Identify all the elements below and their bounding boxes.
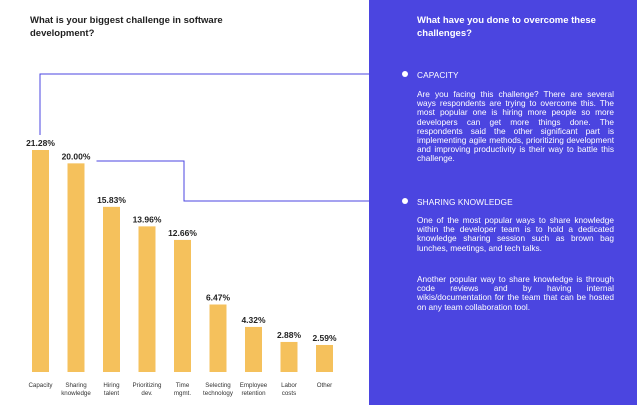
sharing-knowledge-title: SHARING KNOWLEDGE — [417, 197, 513, 207]
category-label-4-0: Time — [176, 382, 190, 389]
bar-value-label-2: 15.83% — [97, 195, 126, 205]
category-label-6-1: retention — [241, 390, 266, 397]
category-label-6-0: Employee — [240, 382, 268, 389]
bar-value-label-1: 20.00% — [62, 151, 91, 161]
category-label-1-0: Sharing — [65, 382, 87, 389]
capacity-title: CAPACITY — [417, 70, 459, 80]
bar-value-label-4: 12.66% — [168, 228, 197, 238]
category-label-2-1: talent — [104, 390, 119, 397]
capacity-connector-line — [39, 73, 404, 135]
capacity-body: Are you facing this challenge? There are… — [417, 89, 614, 164]
category-label-3-0: Prioritizing — [133, 382, 162, 389]
category-label-3-1: dev. — [141, 390, 153, 397]
category-label-2-0: Hiring — [103, 382, 120, 389]
category-label-5-1: technology — [203, 390, 234, 397]
category-label-5-0: Selecting — [205, 382, 231, 389]
bar-6 — [245, 326, 262, 372]
category-label-8-0: Other — [317, 382, 332, 389]
answers-question: What have you done to overcome these cha… — [417, 15, 596, 39]
bar-value-label-3: 13.96% — [133, 214, 162, 224]
bar-2 — [103, 206, 120, 372]
category-label-0-0: Capacity — [28, 382, 53, 389]
bar-0 — [32, 150, 49, 372]
bar-5 — [209, 304, 227, 372]
bar-value-label-5: 6.47% — [206, 293, 231, 303]
category-label-7-1: costs — [282, 390, 296, 397]
bar-value-label-8: 2.59% — [312, 333, 337, 343]
chart-question: What is your biggest challenge in softwa… — [30, 15, 223, 39]
category-label-7-0: Labor — [281, 382, 297, 389]
bar-1 — [67, 163, 85, 372]
sharing-knowledge-bullet-icon — [402, 198, 408, 204]
bar-value-label-6: 4.32% — [241, 315, 266, 325]
bar-4 — [174, 239, 191, 372]
bar-3 — [138, 226, 156, 372]
category-label-1-1: knowledge — [61, 390, 91, 397]
bar-8 — [316, 344, 333, 372]
sharing-knowledge-connector-line — [96, 160, 404, 202]
answers-panel — [369, 0, 637, 405]
category-label-4-1: mgmt. — [174, 390, 191, 397]
capacity-bullet-icon — [402, 71, 408, 77]
bar-7 — [280, 341, 298, 372]
bar-value-label-0: 21.28% — [26, 138, 55, 148]
sharing-knowledge-body: One of the most popular ways to share kn… — [417, 215, 614, 253]
sharing-knowledge-body-2: Another popular way to share knowledge i… — [417, 274, 614, 312]
bar-value-label-7: 2.88% — [277, 330, 302, 340]
